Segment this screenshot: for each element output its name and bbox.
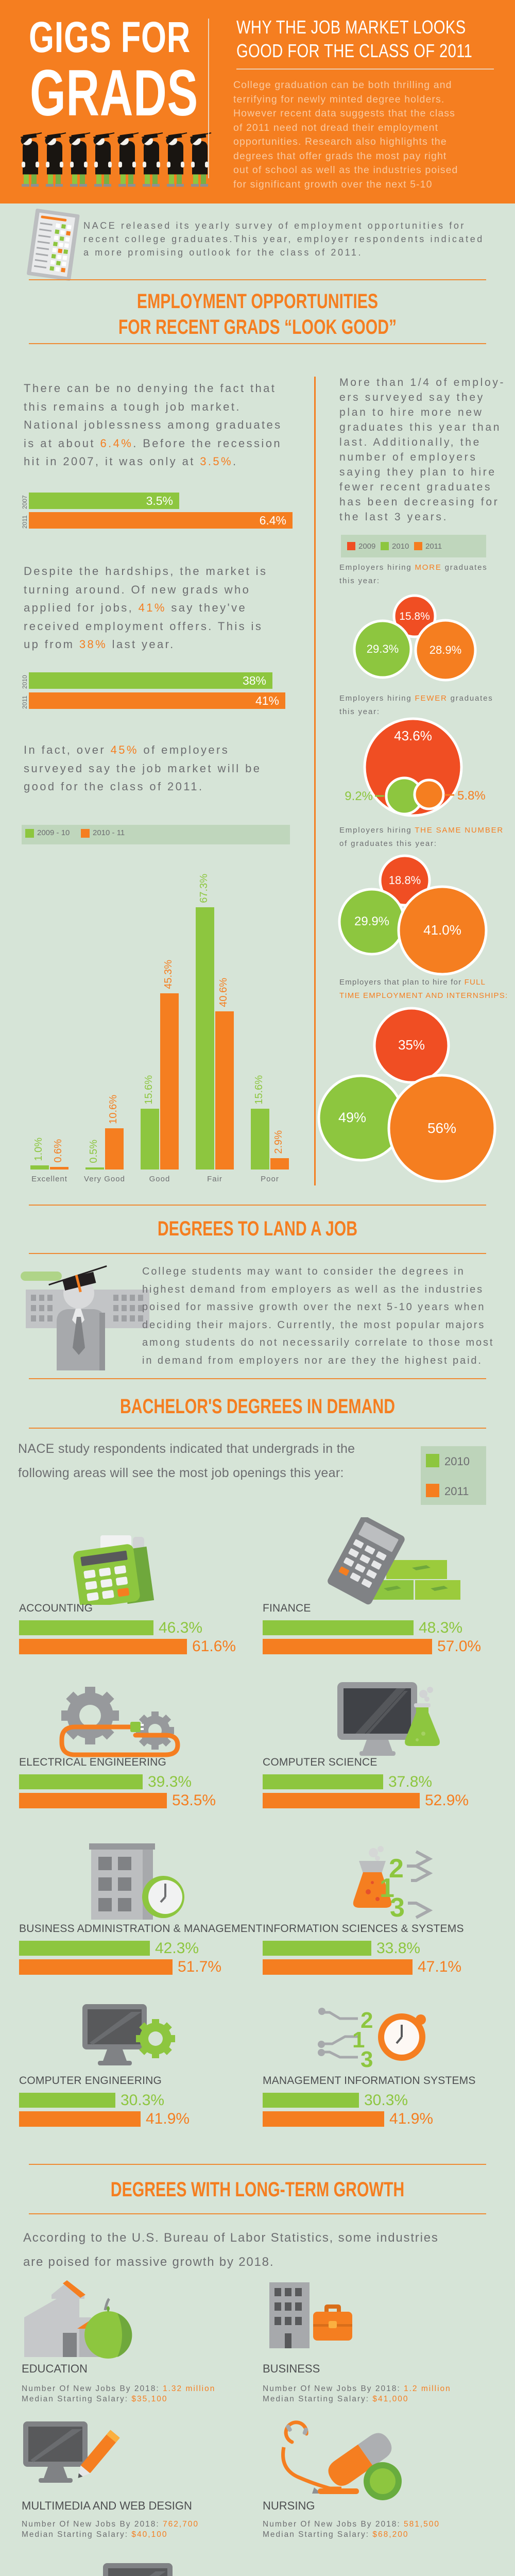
svg-text:28.9%: 28.9% (430, 643, 461, 656)
svg-text:35%: 35% (398, 1037, 425, 1053)
svg-text:2: 2 (389, 1854, 404, 1884)
svg-text:49%: 49% (338, 1110, 366, 1125)
svg-text:3: 3 (390, 1893, 405, 1923)
svg-text:15.8%: 15.8% (399, 611, 430, 622)
svg-text:2: 2 (360, 2008, 373, 2033)
svg-text:9.2%: 9.2% (345, 789, 373, 803)
svg-text:56%: 56% (427, 1120, 456, 1136)
svg-text:29.3%: 29.3% (367, 642, 399, 655)
svg-text:1: 1 (380, 1873, 394, 1903)
svg-text:1: 1 (352, 2027, 365, 2053)
svg-text:43.6%: 43.6% (394, 728, 432, 743)
svg-text:5.8%: 5.8% (457, 789, 486, 803)
svg-text:41.0%: 41.0% (423, 922, 461, 938)
svg-text:3: 3 (360, 2047, 373, 2072)
svg-text:18.8%: 18.8% (389, 874, 421, 887)
svg-text:29.9%: 29.9% (354, 914, 389, 928)
